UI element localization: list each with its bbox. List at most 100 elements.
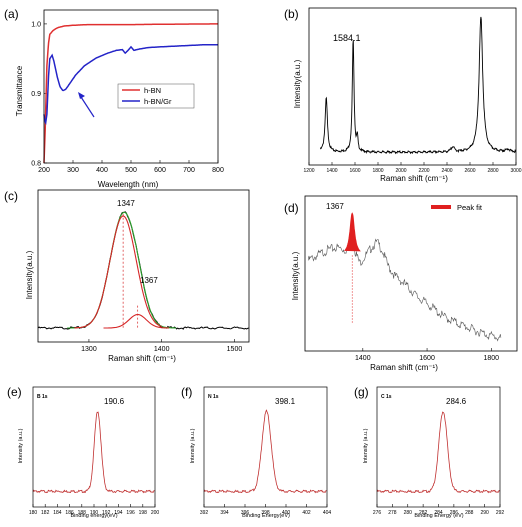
x-tick-label: 292 <box>496 510 505 516</box>
ylabel-b: Intensity(a.u.) <box>293 59 302 108</box>
panel-d: (d) Intensity(a.u.) Raman shift (cm⁻¹) 1… <box>284 195 518 372</box>
xlabel-e: Binding energy(eV) <box>70 513 117 519</box>
x-tick-label: 200 <box>38 167 50 174</box>
frame-e <box>32 386 156 508</box>
ticks-e: 180 182 184 186 188 190 192 194 196 198 200 <box>29 504 160 516</box>
x-tick-label: 394 <box>220 510 229 516</box>
x-tick-label: 1400 <box>326 168 337 174</box>
frame-b <box>308 7 517 166</box>
ylabel-a: Transmittance <box>15 65 24 116</box>
frame-c <box>37 189 250 343</box>
x-tick-label: 1800 <box>372 168 383 174</box>
xlabel-a: Wavelength (nm) <box>98 180 159 189</box>
plot-e <box>32 411 155 494</box>
series-line-hbn-gr <box>43 44 218 126</box>
legend-a: h-BN h-BN/Gr <box>117 83 195 109</box>
series-line-hbn <box>43 23 218 164</box>
ylabel-c: Intensity(a.u.) <box>25 250 34 299</box>
x-tick-label: 188 <box>78 510 87 516</box>
element-label-b1s: B 1s <box>37 394 48 400</box>
panel-label-c: (c) <box>4 189 18 203</box>
xlabel-g: Binding Energy (eV) <box>414 513 463 519</box>
legend-d: Peak fit <box>431 203 483 212</box>
x-tick-label: 404 <box>323 510 332 516</box>
x-tick-label: 3000 <box>510 168 521 174</box>
x-tick-label: 398 <box>261 510 270 516</box>
panel-a: (a) Transmittance Wavelength (nm) 200 300… <box>4 7 224 189</box>
arrow-annotation-a <box>78 92 95 118</box>
x-tick-label: 200 <box>151 510 160 516</box>
x-tick-label: 700 <box>183 167 195 174</box>
peak-fit-area <box>344 212 361 252</box>
x-tick-label: 400 <box>282 510 291 516</box>
x-tick-label: 184 <box>53 510 62 516</box>
panel-label-b: (b) <box>284 7 299 21</box>
x-tick-label: 1300 <box>81 346 97 353</box>
panel-e: (e) Intensity (a.u.) Binding energy(eV) … <box>7 385 159 519</box>
raman-spectrum-line-d <box>307 220 502 342</box>
x-tick-label: 400 <box>96 167 108 174</box>
xlabel-f: Binding Energy(eV) <box>242 513 290 519</box>
frame-a <box>43 9 219 164</box>
x-tick-label: 290 <box>480 510 489 516</box>
ylabel-d: Intensity(a.u.) <box>291 251 300 300</box>
fit-peak-1347-line <box>74 215 162 329</box>
x-tick-label: 288 <box>465 510 474 516</box>
x-tick-label: 2000 <box>395 168 406 174</box>
element-label-n1s: N 1s <box>208 394 219 400</box>
x-tick-label: 286 <box>450 510 459 516</box>
frame-d <box>304 195 518 352</box>
ylabel-e: Intensity (a.u.) <box>18 428 24 463</box>
plot-d <box>307 212 502 342</box>
annotation-398-1: 398.1 <box>275 397 296 406</box>
panel-label-e: (e) <box>7 385 22 399</box>
x-tick-label: 1200 <box>303 168 314 174</box>
plot-a <box>43 23 218 164</box>
legend-label-hbngr: h-BN/Gr <box>144 97 172 106</box>
x-tick-label: 198 <box>139 510 148 516</box>
x-tick-label: 600 <box>154 167 166 174</box>
panel-g: (g) Intensity (a.u.) Binding Energy (eV)… <box>354 385 504 519</box>
x-tick-label: 278 <box>388 510 397 516</box>
ticks-a: 200 300 400 500 600 700 800 0.8 0.9 1.0 <box>31 21 224 174</box>
annotation-1347: 1347 <box>117 199 135 208</box>
plot-g <box>376 411 501 494</box>
x-tick-label: 180 <box>29 510 38 516</box>
plot-f <box>203 409 327 494</box>
y-tick-label: 0.8 <box>31 161 41 168</box>
x-tick-label: 194 <box>114 510 123 516</box>
panel-label-d: (d) <box>284 201 299 215</box>
x-tick-label: 186 <box>65 510 74 516</box>
y-tick-label: 0.9 <box>31 91 41 98</box>
xlabel-b: Raman shift (cm⁻¹) <box>380 174 448 183</box>
annotation-284-6: 284.6 <box>446 397 467 406</box>
x-tick-label: 192 <box>102 510 111 516</box>
x-tick-label: 1800 <box>484 355 500 362</box>
annotation-1367-c: 1367 <box>140 276 158 285</box>
frame-f <box>203 386 328 508</box>
fit-peak-1367-line <box>103 314 169 329</box>
ticks-f: 392 394 396 398 400 402 404 <box>200 504 332 516</box>
x-tick-label: 284 <box>434 510 443 516</box>
legend-box-a <box>117 83 195 109</box>
annotation-1367-d: 1367 <box>326 202 344 211</box>
ticks-c: 1300 1400 1500 <box>81 339 242 353</box>
x-tick-label: 2800 <box>487 168 498 174</box>
x-tick-label: 2600 <box>464 168 475 174</box>
x-tick-label: 500 <box>125 167 137 174</box>
xps-line-c1s <box>376 411 501 494</box>
x-tick-label: 196 <box>126 510 135 516</box>
panel-label-f: (f) <box>181 385 192 399</box>
x-tick-label: 1400 <box>154 346 170 353</box>
x-tick-label: 182 <box>41 510 50 516</box>
x-tick-label: 1400 <box>355 355 371 362</box>
element-label-c1s: C 1s <box>381 394 392 400</box>
ticks-b: 1200 1400 1600 1800 2000 2200 2400 2600 2800 3000 <box>303 162 522 174</box>
ticks-d: 1400 1600 1800 <box>355 348 499 362</box>
panel-f: (f) Intensity (a.u.) Binding Energy(eV) … <box>181 385 331 519</box>
ylabel-g: Intensity (a.u.) <box>363 428 369 463</box>
panel-label-a: (a) <box>4 7 19 21</box>
panel-b: (b) Intensity(a.u.) Raman shift (cm⁻¹) 1… <box>284 7 522 183</box>
x-tick-label: 280 <box>404 510 413 516</box>
